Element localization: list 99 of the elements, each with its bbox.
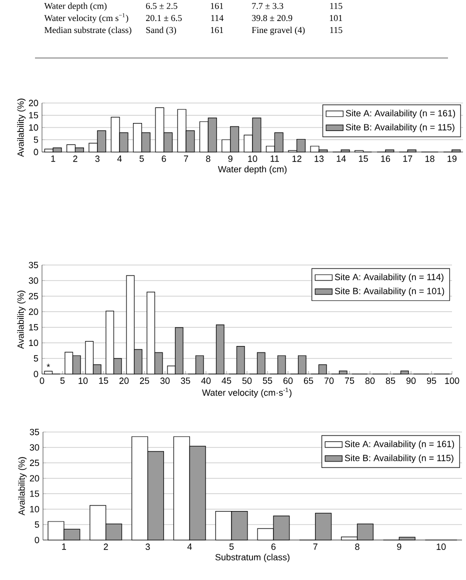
x-tick-label: 5 [140,156,144,162]
x-tick-label: 16 [381,156,390,162]
y-tick-label: 20 [28,308,38,315]
x-tick-label: 15 [99,378,108,384]
x-tick-label: 5 [229,544,234,550]
x-tick-label: 50 [242,378,252,384]
y-tick-label: 10 [29,124,38,131]
x-tick-label: 100 [445,378,460,384]
y-tick-label: 35 [30,428,40,436]
text: 6.5 ± 2.5 [146,2,178,10]
text: 39.8 ± 20.9 [252,14,292,22]
text: 114 [211,15,224,21]
y-axis-title: Availability (%) [17,98,26,157]
legend-label: Site A: Availability (n = 161) [344,440,454,449]
x-tick-label: 25 [140,378,150,384]
x-tick-label: 7 [313,544,318,550]
text: Median substrate (class) [44,26,132,35]
y-axis-title: Availability (%) [18,457,27,516]
x-tick-label: 9 [397,544,402,550]
x-tick-label: 8 [206,156,210,162]
text: Water velocity (cm s$^{−1}$) [44,13,128,23]
x-tick-label: 9 [228,156,232,162]
text: 161 [210,27,224,34]
x-tick-label: 20 [119,378,129,384]
text: 161 [210,2,224,9]
x-tick-label: 10 [248,156,258,162]
text: Water depth (cm) [44,2,107,11]
x-tick-label: 15 [358,156,368,162]
legend-label: Site A: Availability (n = 161) [346,110,456,118]
legend-label: Site B: Availability (n = 115) [344,454,454,463]
x-tick-label: 1 [51,156,56,162]
y-axis-title: Availability (%) [17,290,26,349]
y-tick-label: 15 [29,112,38,118]
x-tick-label: 12 [292,156,302,162]
y-tick-label: 0 [34,370,38,378]
text: 7.7 ± 3.3 [252,2,284,10]
x-tick-label: 2 [104,544,108,550]
y-tick-label: 5 [34,136,38,143]
x-tick-label: 3 [146,544,150,550]
annotation: * [46,364,50,367]
x-tick-label: 6 [271,544,276,550]
x-tick-label: 8 [355,544,360,550]
text: 101 [330,14,342,22]
x-tick-label: 5 [60,378,65,384]
x-tick-label: 11 [270,156,279,162]
y-tick-label: 35 [28,262,38,268]
x-tick-label: 19 [448,156,457,162]
x-tick-label: 14 [336,156,346,162]
x-tick-label: 18 [425,156,434,162]
x-tick-label: 30 [160,378,170,384]
legend-label: Site B: Availability (n = 115) [346,124,454,132]
text: 115 [330,2,342,9]
x-tick-label: 1 [62,544,66,550]
x-tick-label: 55 [262,378,272,384]
x-tick-label: 6 [162,156,166,162]
x-tick-label: 70 [324,378,334,384]
text: Fine gravel (4) [252,26,305,35]
x-tick-label: 80 [365,378,375,384]
x-tick-label: 13 [314,156,324,162]
x-tick-label: 7 [184,156,188,162]
y-tick-label: 5 [34,355,38,362]
y-tick-label: 20 [30,475,40,482]
x-tick-label: 10 [78,378,88,384]
x-tick-label: 95 [426,378,436,384]
x-tick-label: 85 [386,378,396,384]
y-tick-label: 30 [30,444,40,451]
x-tick-label: 3 [95,156,100,162]
x-axis-title: Water depth (cm) [218,166,287,174]
x-tick-label: 10 [436,544,446,550]
legend-label: Site B: Availability (n = 101) [334,288,444,296]
y-tick-label: 10 [29,340,38,346]
y-tick-label: 25 [30,460,40,466]
y-tick-label: 5 [34,521,40,528]
text: Sand (3) [146,26,176,35]
x-axis-title: Water velocity (cm·s$^{-1}$) [202,388,292,398]
x-tick-label: 35 [180,378,190,384]
x-tick-label: 2 [73,156,78,162]
y-tick-label: 10 [30,506,40,512]
x-axis-title: Substratum (class) [215,554,290,562]
x-tick-label: 40 [201,378,211,384]
y-tick-label: 20 [28,100,38,106]
x-tick-label: 4 [187,544,192,550]
x-tick-label: 45 [222,378,232,384]
y-tick-label: 25 [28,292,38,300]
x-tick-label: 0 [40,378,44,384]
y-tick-label: 15 [29,324,38,330]
x-tick-label: 65 [304,378,314,384]
text: 115 [330,27,342,34]
x-tick-label: 60 [283,378,293,384]
y-tick-label: 0 [34,536,40,544]
legend-label: Site A: Availability (n = 114) [334,274,444,282]
text: 20.1 ± 6.5 [146,14,182,22]
y-tick-label: 0 [34,148,38,156]
x-tick-label: 4 [117,156,122,162]
x-tick-label: 90 [406,378,416,384]
x-tick-label: 75 [344,378,354,384]
x-tick-label: 17 [403,156,412,162]
y-tick-label: 15 [30,490,40,497]
y-tick-label: 30 [28,277,38,284]
